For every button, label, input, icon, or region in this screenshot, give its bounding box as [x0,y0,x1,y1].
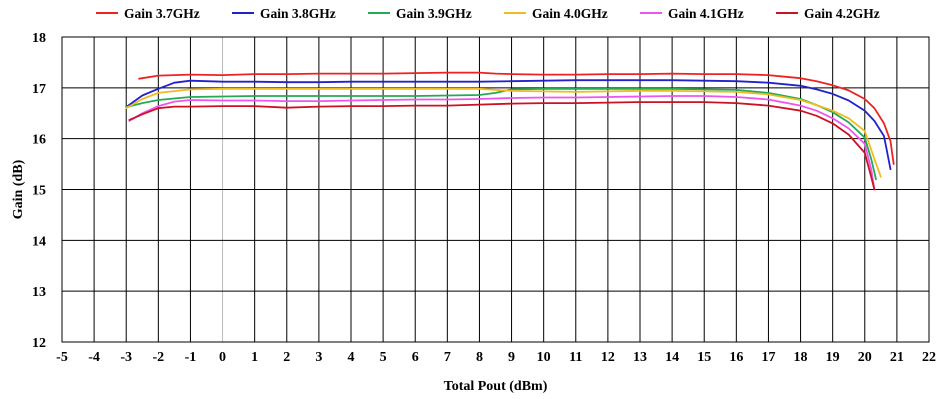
x-tick-label: -4 [88,350,100,365]
series-line-2 [125,79,892,171]
y-tick-label: 13 [32,285,46,300]
y-tick-label: 14 [32,234,46,249]
legend: Gain 3.7GHz Gain 3.8GHz Gain 3.9GHz Gain 4.… [96,6,880,21]
x-tick-label: -2 [152,350,164,365]
x-tick-label: 18 [794,350,808,365]
x-tick-label: 11 [569,350,582,365]
x-axis-title: Total Pout (dBm) [444,379,548,394]
x-tick-label: 8 [476,350,483,365]
x-tick-label: 1 [251,350,258,365]
x-tick-label: 14 [665,350,679,365]
x-tick-label: 12 [601,350,615,365]
series-line-1 [138,71,895,166]
legend-label: Gain 4.2GHz [804,6,880,21]
legend-label: Gain 4.0GHz [532,6,608,21]
x-tick-label: -1 [185,350,197,365]
x-tick-label: 21 [890,350,904,365]
y-tick-label: 17 [32,82,46,97]
x-tick-label: 6 [412,350,419,365]
y-tick-label: 15 [32,184,46,199]
x-tick-label: 10 [537,350,551,365]
x-tick-label: 9 [508,350,515,365]
x-tick-label: 4 [348,350,355,365]
x-tick-label: 17 [761,350,775,365]
x-tick-label: 7 [444,350,451,365]
series-line-4 [125,87,882,178]
x-tick-labels: -5 -4 -3 -2 -1 0 1 2 3 4 5 6 7 8 9 10 11 12 13 14 15 16 17 18 19… [56,350,936,365]
series-layer [125,71,895,191]
y-axis-title: Gain (dB) [11,159,26,219]
x-tick-label: -3 [120,350,132,365]
legend-label: Gain 3.7GHz [124,6,200,21]
y-tick-label: 18 [32,31,46,46]
x-tick-label: 16 [729,350,743,365]
legend-label: Gain 3.9GHz [396,6,472,21]
x-tick-label: 15 [697,350,711,365]
grid [61,36,930,343]
y-tick-label: 12 [32,336,46,351]
y-tick-labels: 12 13 14 15 16 17 18 [32,31,46,351]
y-tick-label: 16 [32,133,46,148]
x-tick-label: 20 [858,350,872,365]
x-tick-label: 3 [315,350,322,365]
x-tick-label: 2 [283,350,290,365]
x-tick-label: 13 [633,350,647,365]
legend-label: Gain 4.1GHz [668,6,744,21]
x-tick-label: 0 [219,350,226,365]
x-tick-label: -5 [56,350,68,365]
series-line-6 [128,101,876,191]
legend-label: Gain 3.8GHz [260,6,336,21]
x-tick-label: 19 [826,350,840,365]
series-line-3 [125,87,877,181]
x-tick-label: 22 [922,350,936,365]
series-line-5 [128,95,876,191]
plot-frame [61,36,930,343]
x-tick-label: 5 [380,350,387,365]
